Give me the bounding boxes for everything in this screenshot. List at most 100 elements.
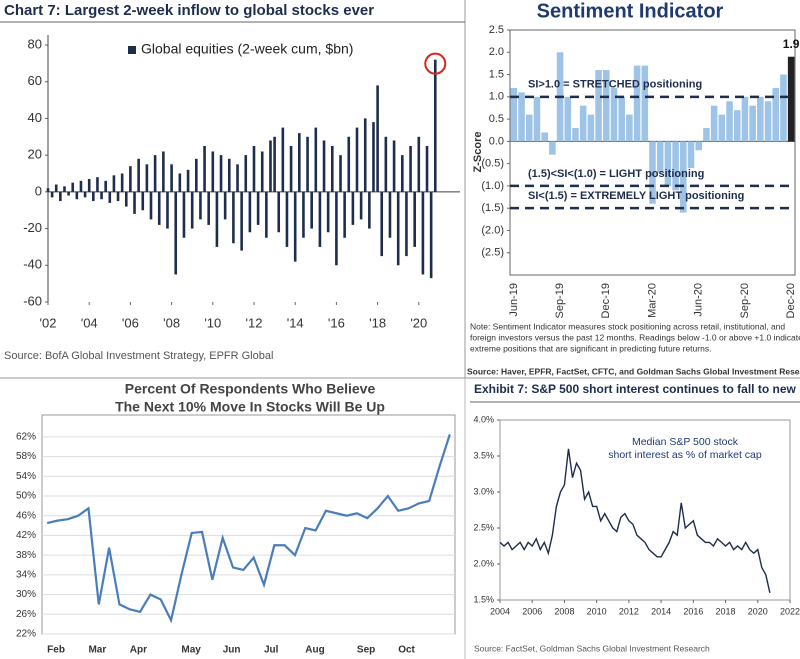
bar: [351, 191, 355, 225]
bar: [248, 191, 252, 233]
note: foreign investors versus the past 12 mon…: [470, 332, 800, 342]
bar: [129, 166, 132, 192]
bar: [83, 191, 87, 198]
bar: [380, 191, 384, 257]
bar: [733, 110, 741, 142]
y-tick-label: 3.5%: [473, 450, 494, 460]
y-tick-label: 26%: [16, 609, 36, 620]
y-tick-label: 0.0: [489, 135, 504, 147]
bar: [252, 145, 256, 192]
x-tick-label: '20: [410, 315, 427, 330]
bar: [223, 191, 227, 220]
y-tick-label: -20: [23, 220, 42, 235]
y-tick-label: (1.5): [481, 202, 504, 214]
x-tick-label: '18: [369, 315, 386, 330]
bar: [641, 65, 649, 142]
y-tick-label: 80: [28, 36, 42, 51]
bar: [564, 96, 572, 142]
bar: [195, 158, 198, 192]
bar: [741, 96, 749, 142]
bar: [388, 191, 392, 238]
bar: [772, 87, 780, 142]
bar: [347, 136, 351, 192]
y-tick-label: -40: [23, 257, 42, 272]
note: Note: Sentiment Indicator measures stock…: [470, 321, 785, 331]
bar: [124, 191, 128, 207]
note: extreme positions that are significant i…: [470, 343, 711, 353]
bar: [510, 87, 518, 142]
bar: [162, 151, 165, 192]
bar: [174, 191, 178, 275]
bar: [384, 136, 388, 192]
y-tick-label: 22%: [16, 629, 36, 640]
y-tick-label: 60: [28, 73, 42, 88]
bar: [780, 74, 787, 142]
bar: [302, 191, 305, 238]
bar: [112, 175, 116, 192]
bar: [579, 105, 587, 142]
bar: [318, 191, 322, 247]
y-tick-label: 58%: [16, 451, 36, 462]
x-tick-label: Dec-19: [600, 283, 612, 318]
x-tick-label: May: [181, 645, 201, 656]
bar: [120, 173, 124, 192]
bar: [405, 191, 408, 257]
bar: [289, 145, 293, 192]
bar: [71, 182, 75, 192]
bar: [92, 191, 95, 202]
x-tick-label: 2004: [490, 606, 510, 616]
bar: [141, 191, 145, 211]
bar: [633, 65, 641, 142]
y-tick-label: (2.0): [481, 224, 504, 236]
bar: [401, 155, 404, 192]
x-tick-label: '08: [163, 315, 180, 330]
plot-frame: [499, 419, 791, 601]
x-tick-label: Dec-20: [785, 283, 797, 318]
x-tick-label: 2006: [522, 606, 542, 616]
y-tick-label: 42%: [16, 530, 36, 541]
x-tick-label: '02: [40, 315, 57, 330]
x-tick-label: Mar: [88, 645, 106, 656]
bar: [190, 191, 194, 229]
bar: [433, 59, 437, 192]
bar: [595, 70, 602, 142]
y-tick-label: (2.5): [481, 247, 504, 259]
bar: [518, 92, 525, 142]
bar: [281, 127, 285, 192]
bar: [157, 191, 161, 225]
x-tick-label: Sep-20: [739, 283, 751, 318]
bar: [339, 155, 342, 192]
bar: [46, 188, 50, 192]
bar: [211, 151, 215, 192]
bar: [199, 191, 202, 220]
x-tick-label: 2020: [748, 606, 768, 616]
y-tick-label: 34%: [16, 569, 36, 580]
y-tick-label: 4.0%: [473, 414, 494, 424]
chart-title: Chart 7: Largest 2-week inflow to global…: [4, 2, 374, 19]
bar: [664, 141, 672, 186]
bar: [626, 114, 633, 142]
x-tick-label: Mar-20: [646, 283, 658, 318]
x-tick-label: 2012: [619, 606, 639, 616]
bar: [649, 141, 656, 204]
bar: [672, 141, 679, 191]
plot-frame: [509, 29, 796, 276]
bar: [541, 132, 548, 142]
x-tick-label: 2018: [716, 606, 736, 616]
bar: [207, 191, 210, 225]
bar: [392, 140, 396, 192]
y-tick-label: 50%: [16, 491, 36, 502]
x-tick-label: 2014: [651, 606, 671, 616]
legend-swatch: [128, 46, 136, 54]
bar: [215, 191, 219, 247]
x-tick-label: Jul: [264, 645, 279, 656]
bar: [695, 141, 702, 151]
reference-label: (1.5)<SI<(1.0) = LIGHT positioning: [528, 168, 704, 180]
bar: [293, 191, 297, 262]
bar: [656, 141, 664, 173]
bar: [100, 191, 103, 200]
bar: [182, 191, 186, 238]
highlight-circle: [424, 52, 447, 75]
bar: [306, 136, 309, 192]
